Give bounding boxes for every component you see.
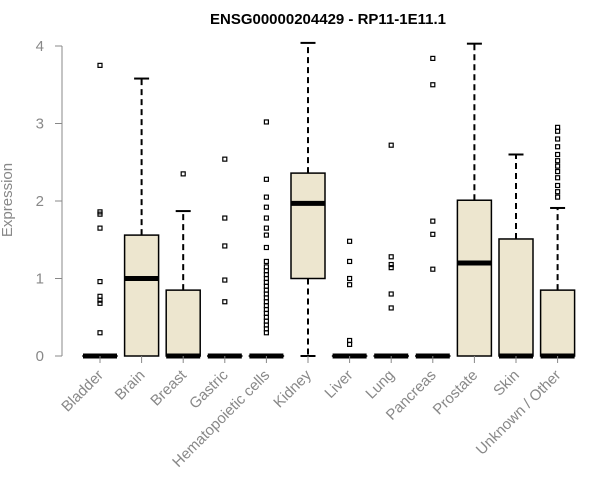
box-pancreas [415, 55, 451, 359]
outlier-point [430, 55, 436, 62]
outlier-point [388, 254, 394, 260]
outlier-point [388, 291, 394, 297]
outlier-point [263, 176, 269, 182]
outlier-point [97, 62, 103, 68]
boxes-group [82, 41, 576, 359]
y-tick-label: 1 [36, 271, 44, 288]
x-tick-label: Prostate [430, 367, 482, 419]
outlier-point [554, 189, 561, 195]
outlier-point [554, 194, 561, 200]
outlier-point [430, 231, 436, 237]
outlier-point [263, 244, 269, 251]
outlier-point [347, 258, 353, 265]
box-bladder [82, 62, 118, 359]
x-tick-label: Kidney [270, 366, 315, 411]
box-gastric [207, 156, 243, 359]
box-body [290, 172, 326, 280]
chart-title: ENSG00000204429 - RP11-1E11.1 [210, 11, 446, 28]
box-liver [331, 238, 368, 359]
y-tick-label: 0 [36, 348, 44, 365]
y-tick-label: 3 [36, 116, 44, 133]
outlier-point [554, 136, 561, 142]
outlier-point [97, 279, 103, 285]
outlier-point [430, 218, 436, 224]
box-skin [498, 153, 534, 359]
outlier-point [554, 144, 561, 150]
outlier-point [180, 171, 186, 177]
outlier-point [430, 266, 436, 272]
box-brain [123, 77, 160, 357]
outlier-point [97, 300, 103, 306]
x-tick-label: Skin [490, 367, 523, 400]
box-body [456, 199, 493, 357]
outlier-point [263, 194, 269, 200]
outlier-point [222, 156, 228, 162]
outlier-point [263, 119, 269, 125]
outlier-point [263, 215, 269, 221]
outlier-point [347, 238, 353, 244]
outlier-point [347, 341, 353, 347]
box-kidney [290, 41, 326, 357]
outlier-point [388, 261, 394, 268]
outlier-point [388, 305, 394, 311]
outlier-point [97, 225, 103, 231]
outlier-point [97, 297, 103, 303]
x-tick-label: Liver [321, 367, 356, 402]
outlier-point [222, 277, 228, 283]
outlier-point [97, 211, 103, 217]
outlier-point [347, 282, 353, 288]
x-tick-label: Bladder [58, 367, 107, 416]
y-axis-label: Expression [0, 163, 16, 237]
box-hematopoietic-cells [248, 119, 285, 359]
outlier-point [222, 243, 228, 249]
outlier-point [388, 265, 394, 271]
x-tick-label: Breast [147, 366, 190, 409]
box-lung [373, 142, 409, 359]
box-body [539, 289, 576, 357]
outlier-point [222, 299, 228, 305]
box-breast [165, 171, 201, 359]
outlier-point [554, 151, 561, 158]
outlier-point [554, 163, 561, 169]
outlier-point [222, 215, 228, 221]
outlier-point [347, 275, 353, 282]
outlier-point [554, 182, 561, 189]
box-body [123, 234, 160, 357]
outlier-point [554, 168, 561, 175]
y-ticks: 0 1 2 3 4 [36, 38, 62, 365]
box-body [165, 289, 201, 357]
x-tick-label: Lung [362, 367, 398, 403]
box-unknown-other [539, 124, 576, 359]
box-body [498, 238, 534, 357]
outlier-point [554, 128, 561, 134]
outlier-point [263, 330, 269, 336]
x-tick-label: Brain [112, 367, 149, 404]
outlier-point [97, 330, 103, 336]
outlier-point [554, 175, 561, 181]
outlier-point [388, 142, 394, 148]
outlier-point [263, 232, 269, 238]
outlier-point [554, 158, 561, 164]
y-tick-label: 4 [36, 38, 44, 55]
outlier-point [263, 204, 269, 210]
outlier-point [263, 258, 269, 265]
outlier-point [430, 82, 436, 88]
box-prostate [456, 42, 493, 357]
outlier-point [263, 225, 269, 231]
y-tick-label: 2 [36, 193, 44, 210]
